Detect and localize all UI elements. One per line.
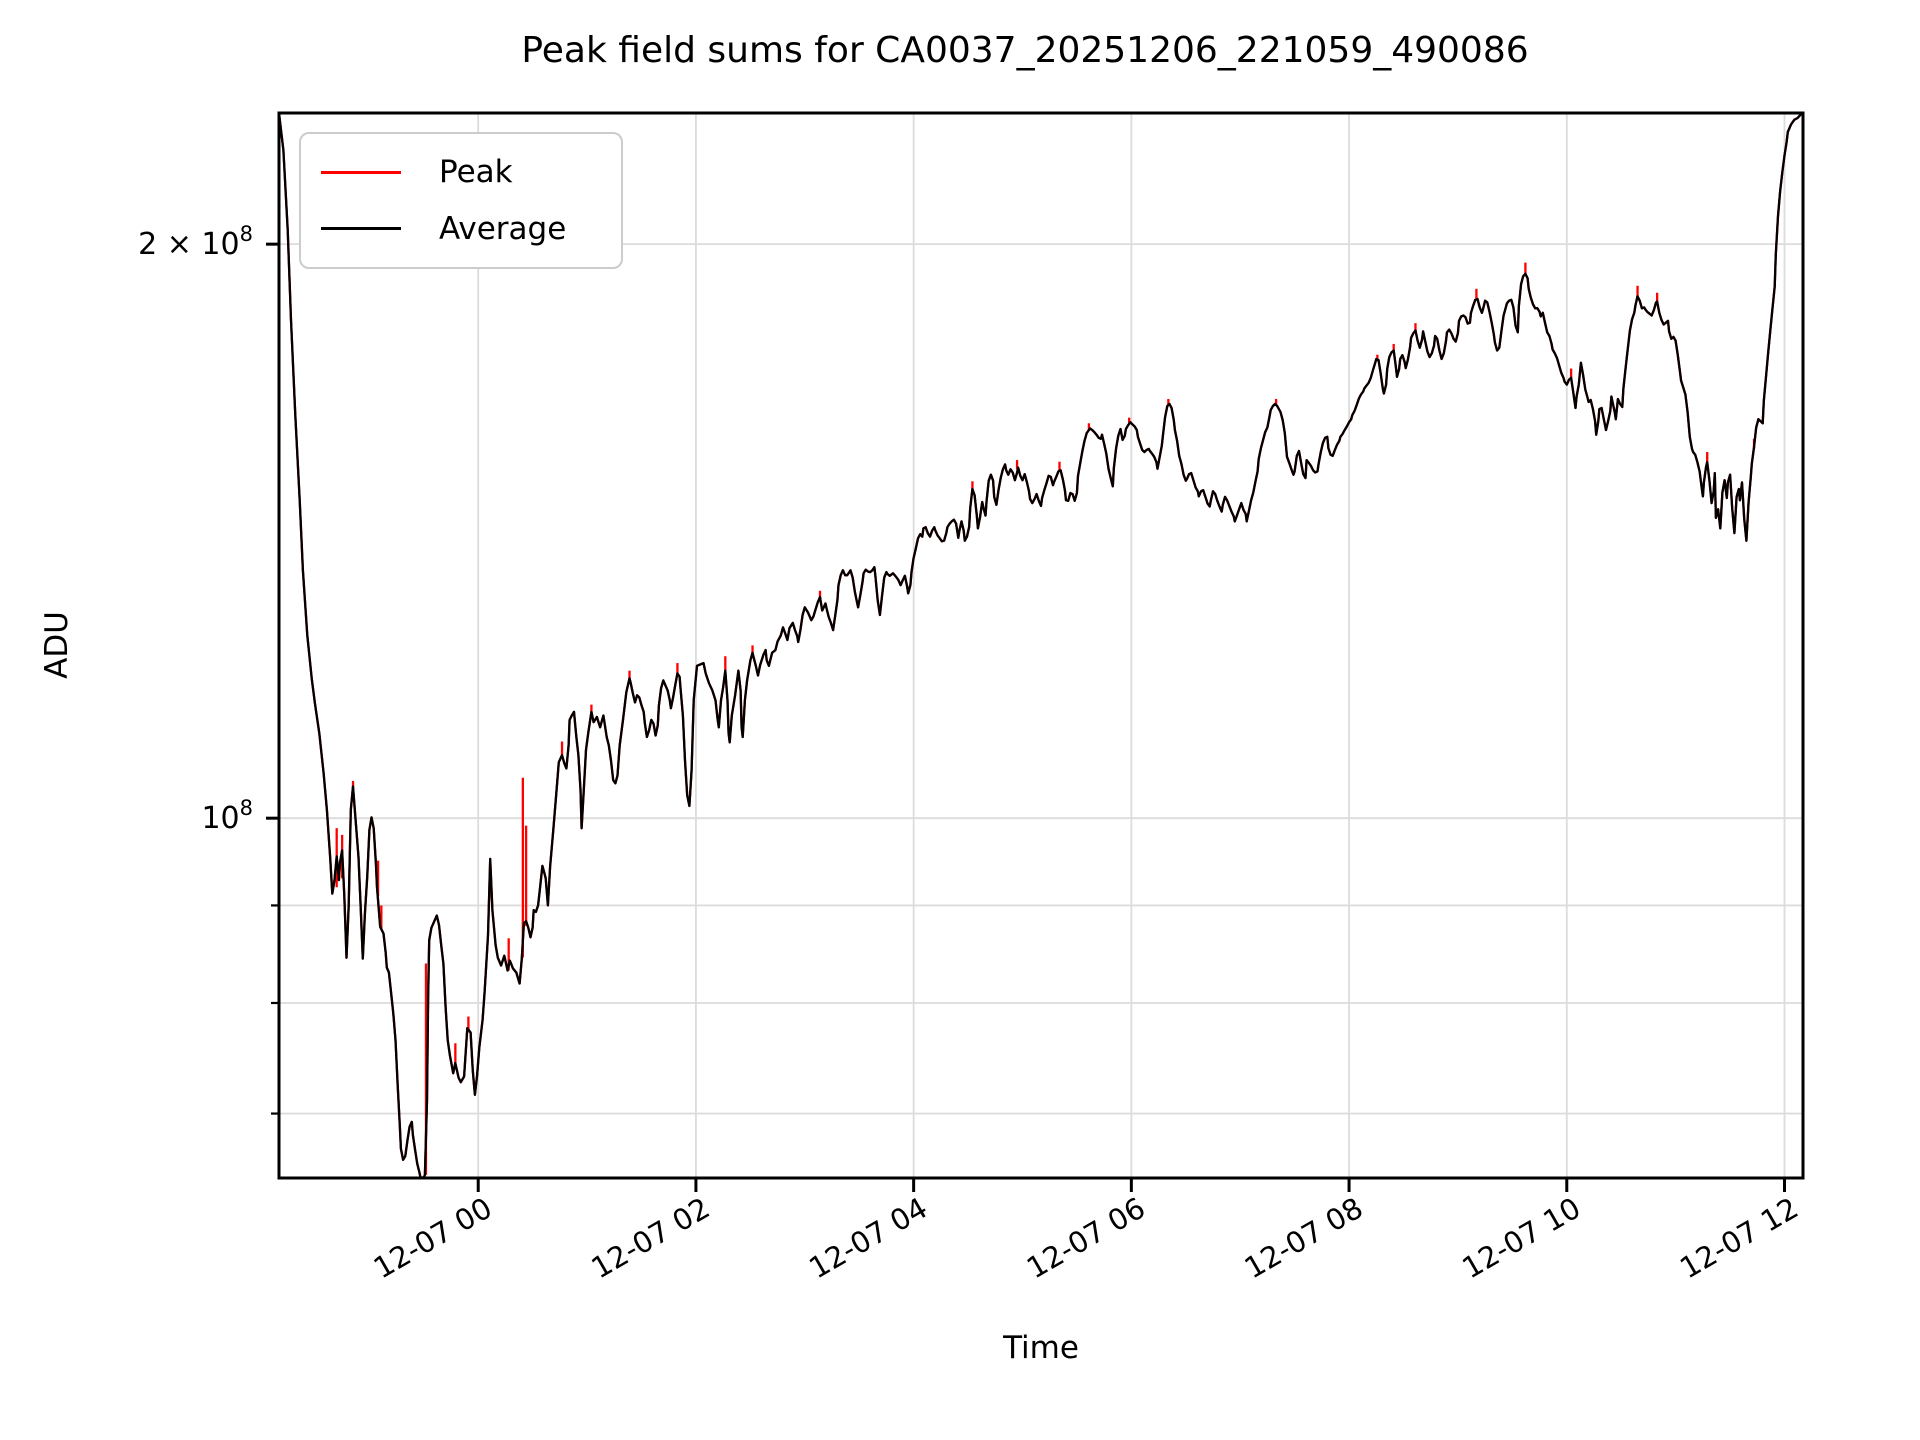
x-tick-label-5: 12-07 10	[1456, 1191, 1586, 1286]
average-line	[279, 113, 1803, 1178]
legend-label-average: Average	[439, 210, 567, 247]
x-tick-label-1: 12-07 02	[586, 1191, 716, 1286]
legend-item-average: Average	[321, 211, 621, 247]
legend-item-peak: Peak	[321, 154, 621, 190]
x-tick-label-2: 12-07 04	[803, 1191, 933, 1286]
chart-title: Peak field sums for CA0037_20251206_2210…	[521, 30, 1529, 71]
legend: Peak Average	[299, 132, 623, 269]
legend-label-peak: Peak	[439, 154, 513, 191]
y-tick-label-1: 2 × 108	[138, 222, 253, 262]
average-line-sample	[321, 227, 401, 231]
x-tick-label-3: 12-07 06	[1021, 1191, 1151, 1286]
plot-spines	[277, 111, 1805, 1180]
x-axis-label: Time	[1003, 1330, 1079, 1366]
y-axis-label: ADU	[39, 611, 75, 679]
y-tick-label-0: 108	[201, 796, 253, 836]
peak-line	[279, 113, 1803, 1178]
peak-line-sample	[321, 170, 401, 174]
x-tick-label-4: 12-07 08	[1239, 1191, 1369, 1286]
x-tick-label-6: 12-07 12	[1674, 1191, 1804, 1286]
x-tick-label-0: 12-07 00	[368, 1191, 498, 1286]
